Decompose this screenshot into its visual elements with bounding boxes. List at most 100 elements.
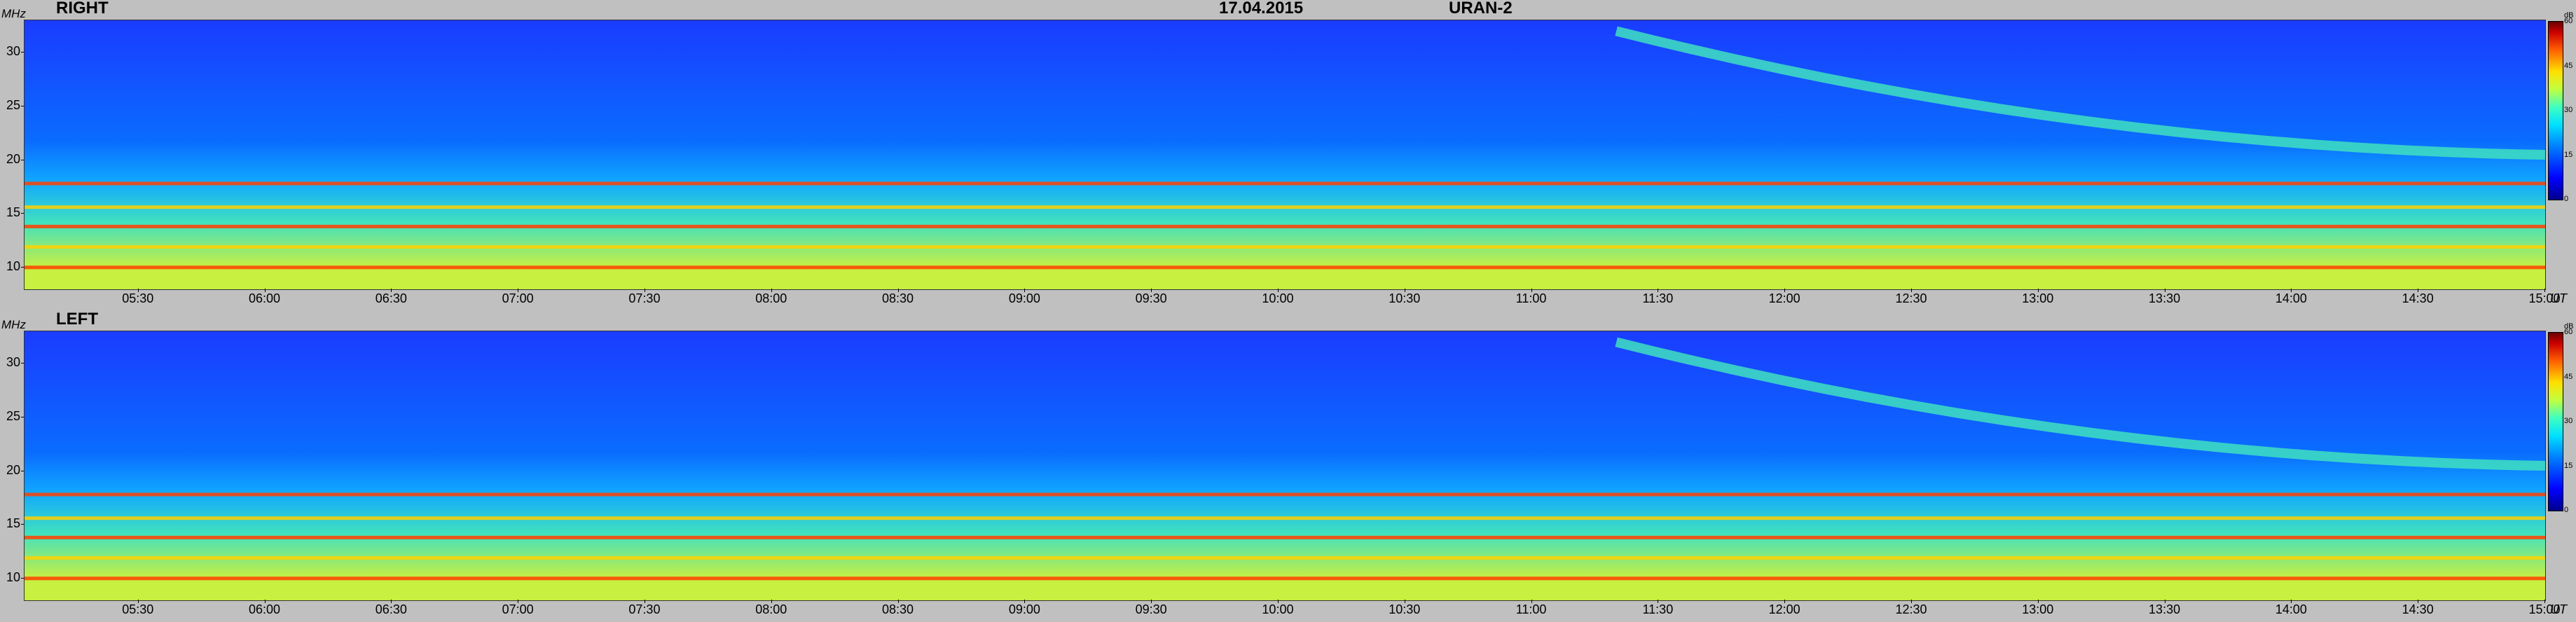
x-tick-mark [264, 289, 266, 292]
y-tick-label: 10 [6, 259, 20, 274]
x-tick-mark [1151, 600, 1152, 603]
x-tick-mark [2291, 600, 2292, 603]
date-label: 17.04.2015 [1219, 0, 1304, 18]
y-tick-mark [21, 363, 24, 364]
x-tick-mark [1277, 600, 1279, 603]
spectrogram-image [25, 20, 2545, 289]
y-tick-label: 25 [6, 408, 20, 423]
x-tick-mark [897, 600, 899, 603]
colorbar-tick-label: 0 [2564, 506, 2569, 514]
x-tick-label: 08:00 [755, 291, 787, 305]
x-tick-label: 12:30 [1895, 602, 1927, 616]
colorbar-unit: dB [2564, 11, 2574, 20]
interference-band [25, 205, 2545, 209]
colorbar-tick-label: 45 [2564, 61, 2573, 70]
interference-band [25, 556, 2545, 560]
y-tick-label: 15 [6, 205, 20, 220]
x-tick-mark [771, 289, 772, 292]
spectrogram-image [25, 331, 2545, 600]
x-tick-label: 07:30 [628, 602, 661, 616]
y-tick-label: 30 [6, 355, 20, 370]
x-tick-label: 08:30 [882, 602, 914, 616]
x-tick-mark [1910, 289, 1912, 292]
y-tick-mark [21, 213, 24, 214]
interference-band [25, 224, 2545, 228]
x-tick-label: 14:30 [2402, 291, 2434, 305]
x-tick-mark [2544, 289, 2545, 292]
interference-band [25, 181, 2545, 186]
panel-label: RIGHT [56, 0, 109, 18]
x-tick-mark [137, 289, 139, 292]
x-axis-unit: UT [2550, 291, 2567, 305]
x-tick-label: 10:00 [1262, 291, 1294, 305]
x-tick-label: 12:00 [1768, 602, 1800, 616]
x-tick-label: 12:30 [1895, 291, 1927, 305]
x-tick-mark [1784, 600, 1786, 603]
y-tick-mark [21, 524, 24, 525]
colorbar-tick-label: 60 [2564, 17, 2573, 25]
x-tick-label: 08:00 [755, 602, 787, 616]
x-tick-label: 14:00 [2275, 291, 2307, 305]
x-tick-label: 11:00 [1515, 291, 1547, 305]
x-tick-label: 14:00 [2275, 602, 2307, 616]
x-tick-label: 14:30 [2402, 602, 2434, 616]
spectrogram-plot [24, 20, 2546, 290]
x-tick-mark [1277, 289, 1279, 292]
x-tick-label: 05:30 [122, 602, 154, 616]
x-tick-label: 05:30 [122, 291, 154, 305]
x-tick-label: 11:30 [1642, 291, 1674, 305]
x-tick-mark [391, 289, 392, 292]
y-tick-label: 30 [6, 44, 20, 59]
interference-band [25, 492, 2545, 497]
drifting-burst [1615, 26, 2545, 160]
spectrogram-panel-right: RIGHT MHz UT 30 25 20 15 10 05:30 06:00 06:30 07… [1, 0, 2574, 305]
spectrogram-background [25, 20, 2545, 289]
interference-band [25, 516, 2545, 520]
drifting-burst [1615, 337, 2545, 471]
colorbar-tick-label: 30 [2564, 417, 2573, 425]
x-tick-mark [1784, 289, 1786, 292]
x-tick-label: 09:00 [1008, 291, 1040, 305]
y-tick-label: 20 [6, 462, 20, 477]
colorbar [2548, 332, 2563, 511]
colorbar-tick-label: 15 [2564, 461, 2573, 470]
x-tick-mark [1151, 289, 1152, 292]
y-tick-label: 15 [6, 516, 20, 531]
interference-band [25, 535, 2545, 539]
y-tick-label: 10 [6, 570, 20, 585]
x-tick-label: 13:30 [2149, 602, 2181, 616]
x-tick-label: 07:00 [502, 602, 534, 616]
interference-band [25, 265, 2545, 270]
y-axis-unit: MHz [1, 318, 26, 331]
x-tick-label: 06:00 [248, 602, 281, 616]
x-tick-label: 13:00 [2022, 602, 2054, 616]
colorbar-tick-label: 45 [2564, 372, 2573, 381]
x-tick-mark [1024, 289, 1026, 292]
interference-band [25, 576, 2545, 581]
colorbar-tick-label: 0 [2564, 195, 2569, 203]
y-tick-mark [21, 267, 24, 268]
y-tick-mark [21, 578, 24, 579]
x-tick-label: 11:30 [1642, 602, 1674, 616]
x-tick-label: 12:00 [1768, 291, 1800, 305]
x-tick-mark [897, 289, 899, 292]
x-tick-mark [1024, 600, 1026, 603]
x-tick-mark [771, 600, 772, 603]
panel-label: LEFT [56, 310, 98, 329]
colorbar [2548, 21, 2563, 200]
x-tick-label: 13:30 [2149, 291, 2181, 305]
spectrogram-background [25, 331, 2545, 600]
x-tick-label: 09:30 [1135, 602, 1167, 616]
x-tick-label: 10:30 [1389, 291, 1421, 305]
interference-band [25, 245, 2545, 249]
x-tick-label: 10:00 [1262, 602, 1294, 616]
x-axis-unit: UT [2550, 602, 2567, 616]
x-tick-mark [2544, 600, 2545, 603]
y-tick-label: 25 [6, 97, 20, 112]
x-tick-mark [1531, 289, 1532, 292]
x-tick-label: 06:00 [248, 291, 281, 305]
x-tick-label: 09:30 [1135, 291, 1167, 305]
x-tick-label: 09:00 [1008, 602, 1040, 616]
x-tick-label: 10:30 [1389, 602, 1421, 616]
x-tick-label: 08:30 [882, 291, 914, 305]
